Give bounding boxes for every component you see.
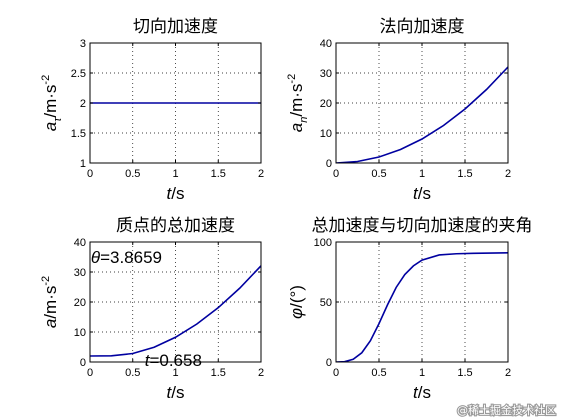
y-tick-label: 0 bbox=[326, 158, 332, 170]
x-axis-label: t/s bbox=[167, 184, 185, 203]
y-tick-label: 100 bbox=[314, 237, 332, 249]
y-tick-label: 1 bbox=[80, 158, 86, 170]
x-tick-label: 0.5 bbox=[371, 168, 386, 180]
x-tick-label: 1.5 bbox=[457, 367, 472, 379]
x-tick-label: 1.5 bbox=[211, 168, 226, 180]
y-tick-label: 20 bbox=[320, 98, 332, 110]
y-axis-label: an/m·s-2 bbox=[286, 74, 310, 132]
y-axis-label: φ/(°) bbox=[287, 285, 306, 319]
chart-title: 质点的总加速度 bbox=[116, 216, 235, 236]
x-tick-label: 2 bbox=[258, 367, 264, 379]
y-tick-label: 40 bbox=[74, 237, 86, 249]
x-tick-label: 1 bbox=[172, 168, 178, 180]
x-tick-label: 0 bbox=[333, 168, 339, 180]
subplot-3: 0 0.5 1 1.5 2010203040质点的总加速度t/sa/m·s-2θ=3.8… bbox=[40, 216, 264, 402]
x-tick-label: 1.5 bbox=[457, 168, 472, 180]
chart-title: 总加速度与切向加速度的夹角 bbox=[312, 216, 533, 236]
chart-title: 法向加速度 bbox=[380, 17, 465, 37]
series-line bbox=[336, 252, 508, 362]
x-axis-label: t/s bbox=[413, 383, 431, 402]
x-tick-label: 1.5 bbox=[211, 367, 226, 379]
annotation: t=0.658 bbox=[145, 351, 202, 370]
x-tick-label: 2 bbox=[505, 168, 511, 180]
y-tick-label: 30 bbox=[74, 267, 86, 279]
x-tick-label: 0 bbox=[333, 367, 339, 379]
watermark: @稀土掘金技术社区 bbox=[457, 403, 556, 417]
x-tick-label: 2 bbox=[258, 168, 264, 180]
x-tick-label: 0.5 bbox=[371, 367, 386, 379]
x-tick-label: 0.5 bbox=[125, 168, 140, 180]
x-tick-label: 0.5 bbox=[125, 367, 140, 379]
y-tick-label: 2.5 bbox=[71, 68, 86, 80]
x-axis-label: t/s bbox=[167, 383, 185, 402]
y-axis-label: aτ/m·s-2 bbox=[40, 75, 64, 131]
y-tick-label: 20 bbox=[74, 297, 86, 309]
y-tick-label: 2 bbox=[80, 98, 86, 110]
y-tick-label: 40 bbox=[320, 38, 332, 50]
x-tick-label: 2 bbox=[505, 367, 511, 379]
annotation: θ=3.8659 bbox=[91, 248, 162, 267]
x-tick-label: 1 bbox=[419, 367, 425, 379]
x-axis-label: t/s bbox=[413, 184, 431, 203]
y-tick-label: 30 bbox=[320, 68, 332, 80]
y-tick-label: 10 bbox=[320, 128, 332, 140]
y-tick-label: 1.5 bbox=[71, 128, 86, 140]
x-tick-label: 0 bbox=[87, 367, 93, 379]
x-tick-label: 0 bbox=[87, 168, 93, 180]
x-tick-label: 1 bbox=[172, 367, 178, 379]
x-tick-label: 1 bbox=[419, 168, 425, 180]
y-tick-label: 50 bbox=[320, 297, 332, 309]
series-line bbox=[90, 265, 261, 357]
y-axis-label: a/m·s-2 bbox=[40, 276, 60, 328]
series-line bbox=[336, 66, 508, 163]
chart-title: 切向加速度 bbox=[133, 17, 218, 37]
y-tick-label: 0 bbox=[326, 357, 332, 369]
y-tick-label: 0 bbox=[80, 357, 86, 369]
y-tick-label: 3 bbox=[80, 38, 86, 50]
subplot-1: 0 0.5 1 1.5 2 1 1.5 2 2.5 3 切向加速度 t/s aτ/m·s-2 bbox=[40, 17, 264, 203]
y-tick-label: 10 bbox=[74, 327, 86, 339]
